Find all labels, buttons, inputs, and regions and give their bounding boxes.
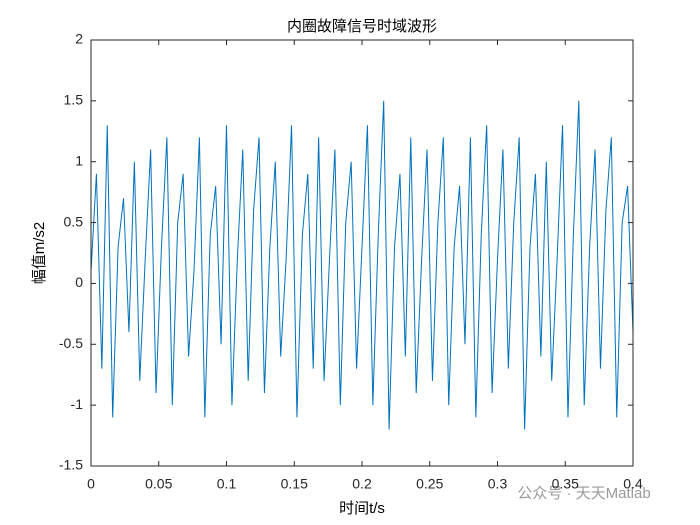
y-tick-label: 0.5 <box>64 213 84 229</box>
x-tick-label: 0.15 <box>281 476 308 492</box>
y-axis-label: 幅值m/s2 <box>31 222 48 285</box>
signal-line <box>90 100 634 430</box>
chart-title: 内圈故障信号时域波形 <box>287 17 437 35</box>
y-tick-label: 1.5 <box>64 92 84 108</box>
y-tick-label: 0 <box>75 274 83 290</box>
x-tick-label: 0.1 <box>217 476 237 492</box>
x-tick-label: 0 <box>87 476 95 492</box>
y-tick-label: 1 <box>75 152 83 168</box>
x-tick-label: 0.35 <box>552 476 579 492</box>
x-tick-label: 0.25 <box>416 476 443 492</box>
y-tick-label: -0.5 <box>59 335 83 351</box>
x-axis-label: 时间t/s <box>339 500 385 517</box>
x-tick-label: 0.4 <box>623 476 643 492</box>
y-tick-label: -1.5 <box>59 457 83 473</box>
x-tick-label: 0.3 <box>488 476 508 492</box>
x-tick-label: 0.2 <box>352 476 372 492</box>
x-tick-label: 0.05 <box>145 476 172 492</box>
watermark: 公众号 · 天天Matlab <box>517 485 650 502</box>
y-tick-label: 2 <box>75 31 83 47</box>
y-tick-label: -1 <box>71 396 84 412</box>
